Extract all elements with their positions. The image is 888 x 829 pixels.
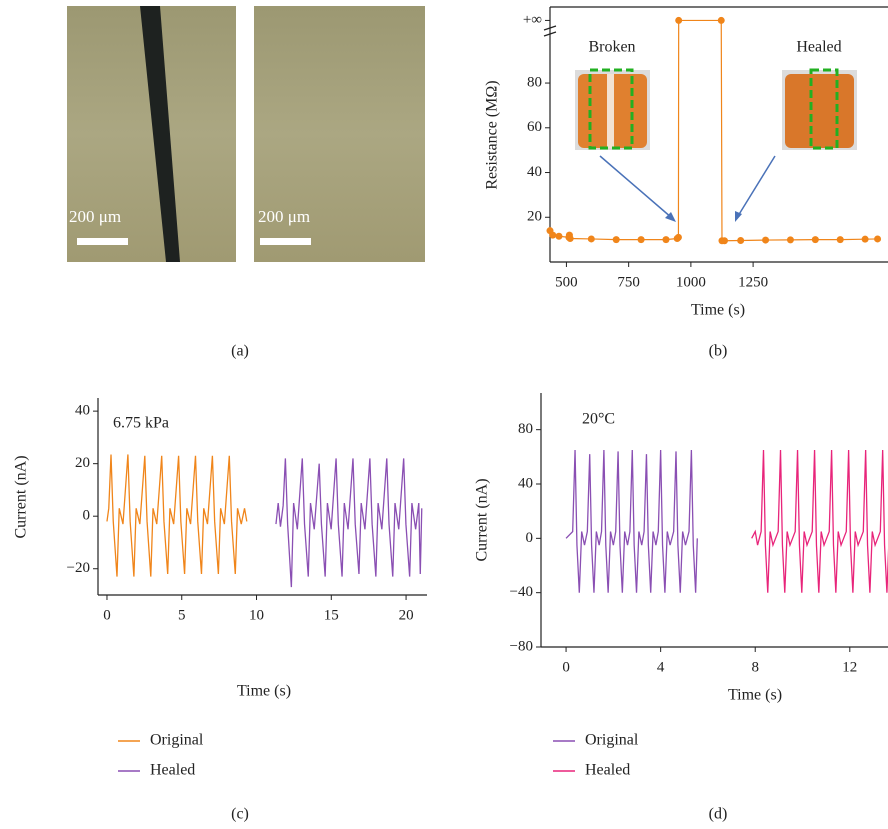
marker <box>762 236 770 244</box>
y-tick-label: 80 <box>518 421 533 437</box>
photo-healed <box>254 6 425 262</box>
x-tick-label: 0 <box>562 659 570 675</box>
x-tick-label: 15 <box>324 607 339 623</box>
marker <box>717 16 725 24</box>
caption: (c) <box>231 806 249 823</box>
caption: (b) <box>709 343 728 360</box>
y-tick-label: 0 <box>83 508 91 524</box>
x-axis-label: Time (s) <box>237 683 291 700</box>
series-line <box>565 450 698 593</box>
y-axis-label: Resistance (MΩ) <box>484 80 501 189</box>
x-tick-label: 4 <box>657 659 665 675</box>
marker <box>675 16 683 24</box>
marker <box>720 237 728 245</box>
x-tick-label: 10 <box>249 607 264 623</box>
legend-label: Original <box>585 732 639 749</box>
y-tick-label: 20 <box>75 455 90 471</box>
annotation: 6.75 kPa <box>113 415 169 432</box>
scale-bar <box>77 238 128 245</box>
marker <box>836 236 844 244</box>
marker <box>786 236 794 244</box>
marker <box>549 231 557 239</box>
marker <box>662 236 670 244</box>
x-axis-label: Time (s) <box>691 302 745 319</box>
x-tick-label: 1250 <box>738 274 768 290</box>
marker <box>566 235 574 243</box>
marker <box>861 235 869 243</box>
y-axis-label: Current (nA) <box>474 478 491 561</box>
y-tick-label: −20 <box>67 560 90 576</box>
scale-label: 200 μm <box>69 207 121 226</box>
marker <box>674 233 682 241</box>
x-tick-label: 20 <box>399 607 414 623</box>
marker <box>737 237 745 245</box>
y-tick-label: 60 <box>527 119 542 135</box>
x-tick-label: 0 <box>103 607 111 623</box>
legend-label: Healed <box>585 762 630 779</box>
y-tick-label: 80 <box>527 74 542 90</box>
series-line <box>106 454 248 577</box>
y-tick-label: −80 <box>510 638 533 654</box>
caption: (d) <box>709 806 728 823</box>
legend-label: Original <box>150 732 204 749</box>
scale-label: 200 μm <box>258 207 310 226</box>
y-axis-label: Current (nA) <box>13 455 30 538</box>
annotation: Healed <box>796 39 841 56</box>
y-tick-label: 0 <box>526 530 534 546</box>
y-tick-label: 40 <box>518 475 533 491</box>
series-line <box>751 450 888 593</box>
annotation: 20°C <box>582 411 615 428</box>
x-axis-label: Time (s) <box>728 687 782 704</box>
caption: (a) <box>231 343 249 360</box>
marker <box>612 236 620 244</box>
x-tick-label: 1000 <box>676 274 706 290</box>
marker <box>555 232 563 240</box>
x-tick-label: 12 <box>842 659 857 675</box>
marker <box>637 236 645 244</box>
x-tick-label: 8 <box>751 659 759 675</box>
inset-healed <box>782 68 857 150</box>
marker <box>874 235 882 243</box>
y-tick-label: 40 <box>75 403 90 419</box>
inset-broken <box>575 68 650 150</box>
annotation: Broken <box>588 39 635 56</box>
x-tick-label: 750 <box>617 274 640 290</box>
arrows <box>599 155 776 222</box>
y-tick-label: 20 <box>527 209 542 225</box>
x-tick-label: 5 <box>178 607 186 623</box>
series-line <box>275 458 423 588</box>
marker <box>811 236 819 244</box>
y-tick-label: −40 <box>510 584 533 600</box>
crack <box>140 6 180 262</box>
scale-bar <box>260 238 311 245</box>
marker <box>587 235 595 243</box>
x-tick-label: 500 <box>555 274 578 290</box>
y-tick-label: +∞ <box>523 12 542 28</box>
y-tick-label: 40 <box>527 164 542 180</box>
legend-label: Healed <box>150 762 195 779</box>
